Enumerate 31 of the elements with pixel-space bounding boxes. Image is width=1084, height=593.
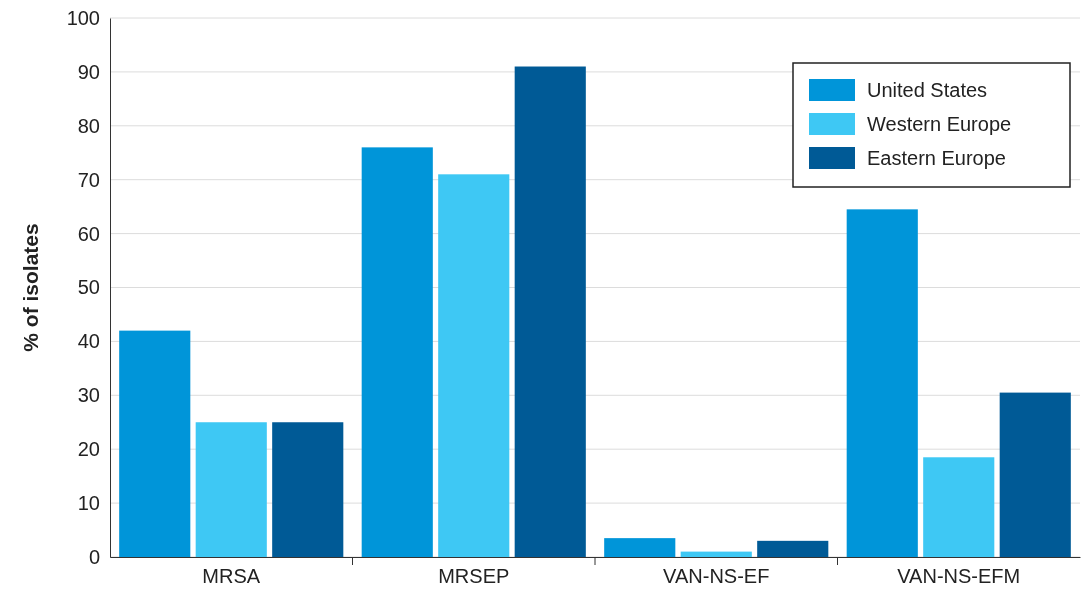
y-axis-title: % of isolates [19, 223, 42, 352]
y-tick-label: 80 [77, 114, 100, 137]
bar [514, 66, 586, 557]
legend-label: Western Europe [867, 113, 1012, 135]
bar [680, 551, 752, 557]
bar [438, 174, 510, 557]
bar [604, 538, 676, 557]
y-tick-label: 50 [77, 276, 100, 299]
y-tick-label: 40 [77, 330, 100, 353]
y-tick-label: 30 [77, 384, 100, 407]
bar [272, 422, 344, 557]
x-tick-label: VAN-NS-EFM [897, 565, 1021, 588]
y-tick-label: 70 [77, 168, 100, 191]
bar [846, 209, 918, 557]
bar [195, 422, 267, 557]
bar [119, 330, 191, 557]
x-tick-label: MRSEP [438, 565, 510, 588]
bar [923, 457, 995, 557]
bar [999, 392, 1071, 557]
bar [361, 147, 433, 557]
y-tick-label: 90 [77, 60, 100, 83]
y-tick-label: 0 [88, 545, 100, 568]
y-tick-label: 100 [66, 6, 100, 29]
legend-label: United States [867, 79, 988, 101]
y-tick-label: 10 [77, 492, 100, 514]
x-tick-label: VAN-NS-EF [663, 565, 770, 588]
legend-label: Eastern Europe [867, 147, 1006, 169]
y-tick-label: 60 [77, 222, 100, 245]
x-tick-label: MRSA [202, 565, 261, 588]
bar [757, 540, 829, 557]
y-tick-label: 20 [77, 438, 100, 461]
